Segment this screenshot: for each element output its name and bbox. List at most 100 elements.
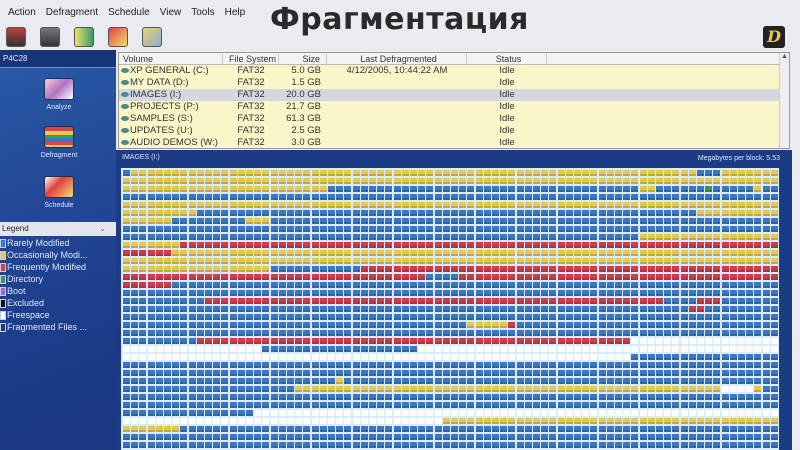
cluster-block [205, 234, 212, 240]
cluster-block [713, 282, 721, 288]
analyze-icon[interactable] [6, 27, 26, 47]
column-header[interactable]: Size [279, 53, 327, 64]
cell-text: 4/12/2005, 10:44:22 AM [346, 65, 448, 76]
cluster-block [688, 234, 696, 240]
cluster-block [705, 194, 713, 200]
cluster-block [360, 378, 368, 384]
cluster-block [565, 290, 573, 296]
cluster-block [664, 434, 672, 440]
cluster-block [459, 234, 467, 240]
cluster-block [582, 442, 590, 448]
volume-row[interactable]: MY DATA (D:) FAT32 1.5 GB Idle [119, 77, 789, 89]
analyze-button[interactable]: Analyze [36, 78, 82, 111]
stop-icon[interactable] [40, 27, 60, 47]
cluster-block [328, 298, 335, 304]
cluster-block [483, 314, 491, 320]
cluster-block [631, 218, 639, 224]
menu-action[interactable]: Action [8, 7, 36, 18]
menu-view[interactable]: View [159, 7, 182, 18]
cluster-block [360, 402, 368, 408]
cluster-block [352, 378, 360, 384]
cluster-block [295, 394, 303, 400]
cluster-block [270, 402, 278, 408]
volume-row[interactable]: SAMPLES (S:) FAT32 61.3 GB Idle [119, 113, 789, 125]
cluster-block [328, 210, 335, 216]
volume-row[interactable]: UPDATES (U:) FAT32 2.5 GB Idle [119, 125, 789, 137]
cluster-block [328, 394, 335, 400]
cluster-block [188, 402, 196, 408]
cluster-block [213, 394, 221, 400]
cluster-block [705, 242, 713, 248]
cluster-block [680, 354, 688, 360]
cell-text: FAT32 [237, 89, 265, 100]
cluster-block [508, 178, 516, 184]
column-header[interactable]: File System [223, 53, 279, 64]
schedule-icon[interactable] [108, 27, 128, 47]
cluster-block [205, 242, 212, 248]
menu-tools[interactable]: Tools [191, 7, 215, 18]
cluster-block [344, 274, 352, 280]
cluster-block [377, 354, 385, 360]
defragment-button[interactable]: Defragment [36, 126, 82, 159]
cluster-block [582, 258, 590, 264]
cluster-block [590, 170, 598, 176]
volume-row[interactable]: XP GENERAL (C:) FAT32 5.0 GB 4/12/2005, 10:… [119, 65, 789, 77]
schedule-button[interactable]: Schedule [36, 176, 82, 209]
cluster-block [500, 186, 508, 192]
cluster-block [770, 282, 778, 288]
cluster-block [352, 426, 360, 432]
menu-defragment[interactable]: Defragment [45, 7, 99, 18]
cluster-block [459, 322, 467, 328]
column-header[interactable]: Status [467, 53, 547, 64]
cluster-block [377, 290, 385, 296]
cluster-block [213, 418, 221, 424]
cluster-block [467, 434, 475, 440]
cluster-block [328, 362, 335, 368]
volume-cell [327, 113, 467, 125]
column-header[interactable]: Volume [119, 53, 223, 64]
cluster-block [574, 442, 581, 448]
cluster-block [246, 338, 253, 344]
cluster-block [565, 282, 573, 288]
cluster-block [475, 274, 483, 280]
cluster-block [336, 426, 344, 432]
cluster-block [516, 362, 524, 368]
volume-row[interactable]: PROJECTS (P:) FAT32 21.7 GB Idle [119, 101, 789, 113]
cluster-block [319, 362, 327, 368]
cluster-block [762, 378, 770, 384]
menu-help[interactable]: Help [224, 7, 246, 18]
cluster-block [615, 274, 622, 280]
cluster-block [664, 386, 672, 392]
cluster-block [237, 298, 245, 304]
vertical-scrollbar[interactable]: ▲ [779, 53, 789, 148]
cluster-block [401, 394, 409, 400]
cluster-block [180, 306, 188, 312]
cluster-block [746, 322, 754, 328]
cluster-block [147, 322, 155, 328]
cluster-block [147, 362, 155, 368]
column-header[interactable]: Last Defragmented [327, 53, 467, 64]
cluster-block [221, 298, 229, 304]
cluster-block [188, 290, 196, 296]
cluster-block [606, 202, 614, 208]
cluster-block [164, 362, 171, 368]
report-icon[interactable] [74, 27, 94, 47]
legend-header[interactable]: Legend ⌄ [0, 222, 116, 236]
volume-cell: 1.5 GB [279, 77, 327, 89]
volume-row[interactable]: IMAGES (I:) FAT32 20.0 GB Idle [119, 89, 789, 101]
cluster-block [697, 266, 704, 272]
cluster-block [738, 394, 745, 400]
cluster-block [549, 266, 557, 272]
settings-icon[interactable] [142, 27, 162, 47]
menu-schedule[interactable]: Schedule [108, 7, 150, 18]
cluster-block [541, 274, 549, 280]
cluster-block [680, 266, 688, 272]
cluster-block [254, 434, 262, 440]
volume-row[interactable]: AUDIO DEMOS (W:) FAT32 3.0 GB Idle [119, 137, 789, 149]
cluster-block [418, 410, 426, 416]
cluster-block [205, 226, 212, 232]
cluster-block [319, 186, 327, 192]
cluster-block [475, 202, 483, 208]
cluster-block [360, 354, 368, 360]
cluster-block [328, 402, 335, 408]
